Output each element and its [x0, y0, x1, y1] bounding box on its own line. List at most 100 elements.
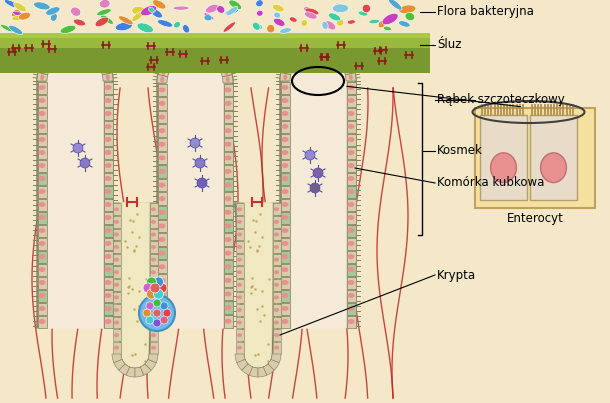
Polygon shape	[268, 359, 279, 370]
FancyBboxPatch shape	[104, 185, 112, 197]
Ellipse shape	[104, 241, 112, 246]
Polygon shape	[318, 43, 326, 54]
Ellipse shape	[149, 7, 154, 12]
Ellipse shape	[104, 319, 112, 324]
Ellipse shape	[104, 202, 112, 207]
Ellipse shape	[114, 308, 119, 312]
Ellipse shape	[165, 63, 170, 68]
Ellipse shape	[225, 8, 239, 15]
Ellipse shape	[9, 25, 23, 35]
FancyBboxPatch shape	[346, 224, 356, 237]
Ellipse shape	[204, 15, 212, 21]
FancyBboxPatch shape	[235, 229, 243, 240]
Polygon shape	[51, 47, 63, 59]
Polygon shape	[126, 367, 135, 377]
Polygon shape	[179, 46, 188, 58]
Ellipse shape	[237, 233, 242, 237]
Ellipse shape	[159, 128, 165, 133]
Ellipse shape	[68, 46, 74, 50]
Polygon shape	[325, 44, 334, 56]
Ellipse shape	[104, 111, 112, 116]
Ellipse shape	[151, 270, 156, 274]
Polygon shape	[113, 359, 125, 370]
FancyBboxPatch shape	[235, 279, 243, 291]
Circle shape	[80, 158, 90, 168]
Ellipse shape	[151, 308, 156, 312]
Circle shape	[143, 283, 153, 293]
Ellipse shape	[196, 48, 202, 52]
Ellipse shape	[141, 6, 157, 16]
FancyBboxPatch shape	[223, 233, 232, 246]
Polygon shape	[336, 51, 348, 64]
Ellipse shape	[274, 258, 279, 262]
Ellipse shape	[281, 111, 289, 116]
Ellipse shape	[38, 163, 46, 168]
Polygon shape	[207, 49, 219, 61]
FancyBboxPatch shape	[37, 172, 46, 185]
Ellipse shape	[159, 183, 165, 187]
Text: Krypta: Krypta	[437, 268, 476, 282]
FancyBboxPatch shape	[157, 165, 167, 178]
FancyBboxPatch shape	[37, 160, 46, 172]
Circle shape	[310, 183, 320, 193]
Ellipse shape	[281, 306, 289, 311]
Ellipse shape	[279, 28, 292, 33]
Ellipse shape	[389, 0, 402, 10]
Ellipse shape	[13, 11, 24, 17]
Polygon shape	[135, 367, 144, 377]
Ellipse shape	[267, 25, 274, 33]
Ellipse shape	[285, 67, 289, 73]
Ellipse shape	[283, 74, 287, 80]
Ellipse shape	[348, 163, 354, 168]
FancyBboxPatch shape	[104, 172, 112, 185]
FancyBboxPatch shape	[281, 289, 290, 301]
FancyBboxPatch shape	[149, 254, 157, 266]
Ellipse shape	[325, 21, 336, 30]
FancyBboxPatch shape	[37, 276, 46, 289]
Ellipse shape	[305, 8, 319, 15]
Polygon shape	[41, 57, 53, 69]
Ellipse shape	[55, 51, 60, 55]
Polygon shape	[271, 354, 281, 363]
FancyBboxPatch shape	[223, 97, 232, 110]
FancyBboxPatch shape	[346, 212, 356, 224]
FancyBboxPatch shape	[149, 241, 157, 253]
FancyBboxPatch shape	[104, 251, 112, 262]
Circle shape	[150, 283, 160, 293]
FancyBboxPatch shape	[346, 120, 356, 133]
Ellipse shape	[253, 24, 263, 30]
Polygon shape	[249, 367, 258, 377]
Ellipse shape	[114, 220, 119, 224]
FancyBboxPatch shape	[112, 254, 121, 266]
Polygon shape	[157, 75, 168, 83]
Ellipse shape	[224, 87, 232, 92]
Ellipse shape	[106, 74, 110, 80]
Ellipse shape	[104, 67, 109, 73]
Polygon shape	[330, 47, 342, 59]
Ellipse shape	[104, 137, 112, 142]
FancyBboxPatch shape	[112, 279, 121, 291]
FancyBboxPatch shape	[104, 133, 112, 145]
FancyBboxPatch shape	[281, 147, 290, 158]
Ellipse shape	[540, 153, 567, 183]
Ellipse shape	[237, 333, 242, 337]
Polygon shape	[294, 47, 306, 59]
FancyBboxPatch shape	[157, 301, 167, 314]
FancyBboxPatch shape	[281, 237, 290, 249]
Ellipse shape	[38, 124, 46, 129]
Polygon shape	[340, 57, 352, 69]
Circle shape	[195, 158, 205, 168]
FancyBboxPatch shape	[235, 266, 243, 278]
Ellipse shape	[210, 53, 215, 57]
Ellipse shape	[348, 293, 354, 298]
Ellipse shape	[160, 76, 164, 82]
Ellipse shape	[151, 283, 156, 287]
Ellipse shape	[281, 137, 289, 142]
Ellipse shape	[38, 306, 46, 311]
Polygon shape	[100, 64, 112, 75]
Ellipse shape	[348, 85, 354, 90]
FancyBboxPatch shape	[104, 160, 112, 172]
Ellipse shape	[348, 215, 354, 220]
Ellipse shape	[237, 346, 242, 350]
FancyBboxPatch shape	[104, 199, 112, 210]
